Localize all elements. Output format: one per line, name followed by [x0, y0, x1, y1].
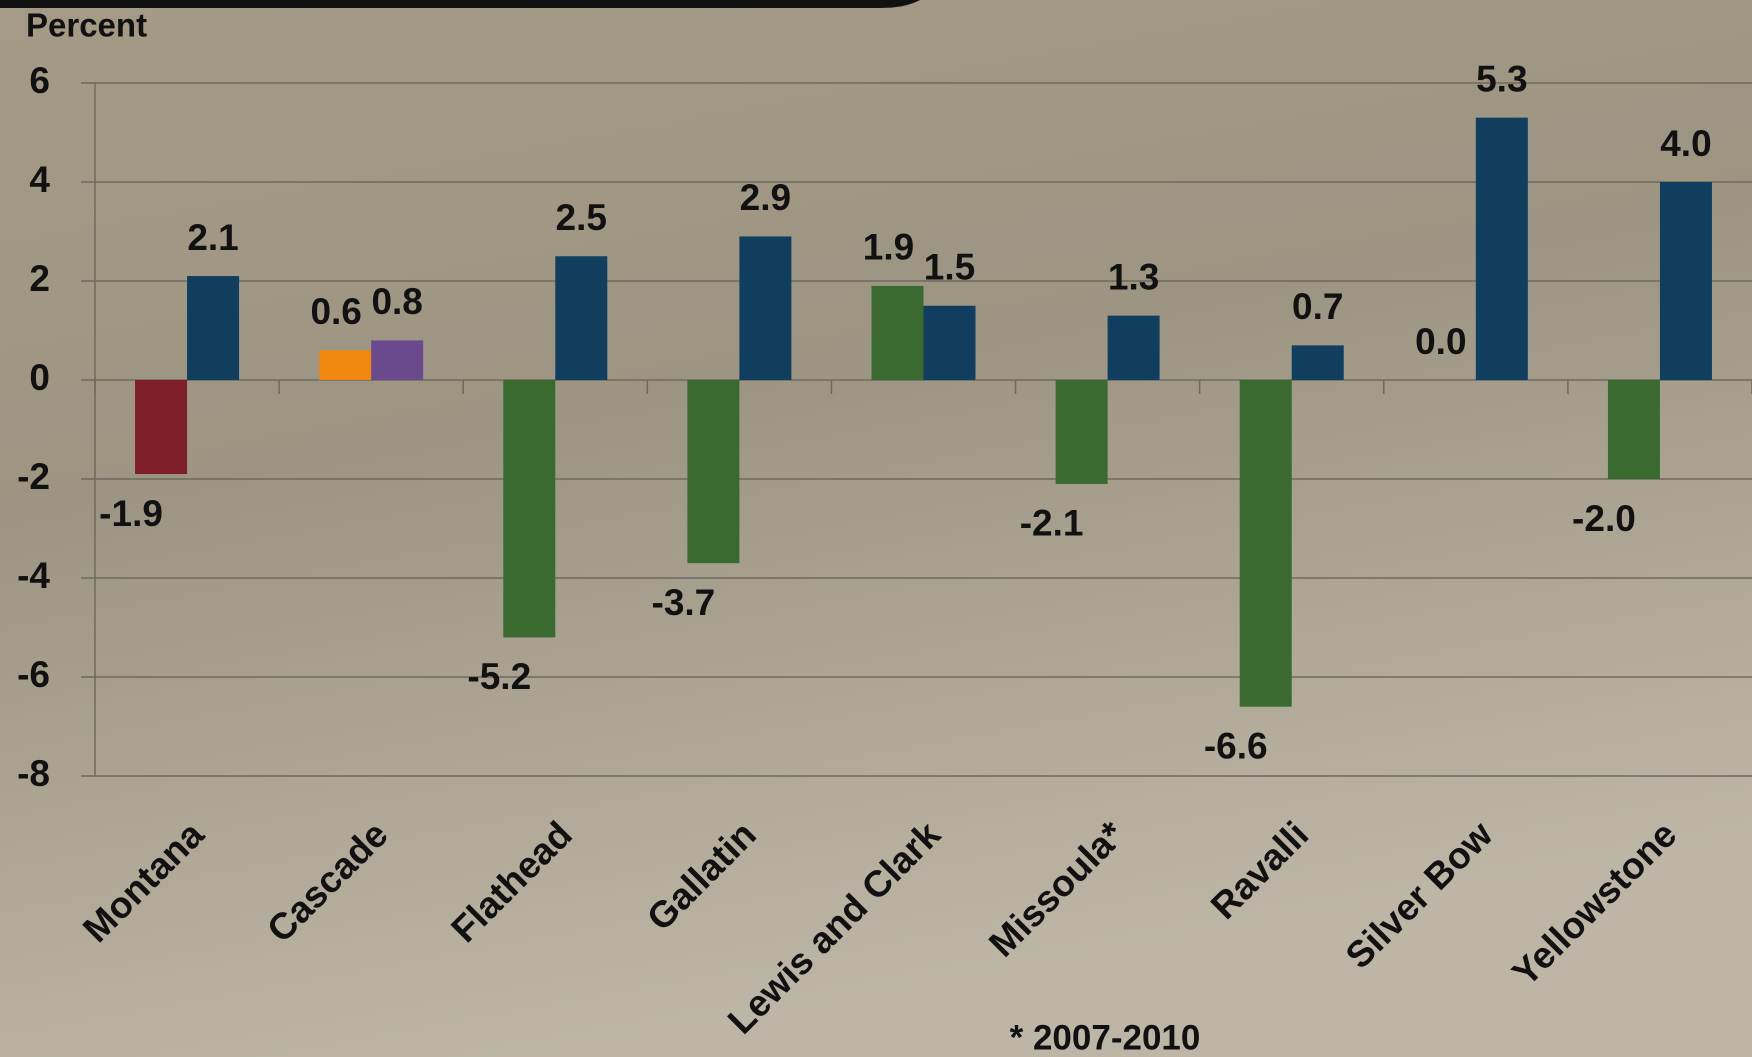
value-label: 2.1 [187, 217, 238, 258]
bar [555, 256, 608, 380]
header-strip [0, 0, 920, 8]
value-label: 0.6 [310, 291, 361, 332]
y-tick-label: -4 [17, 555, 50, 596]
value-label: -5.2 [467, 656, 531, 697]
value-label: 0.8 [371, 281, 422, 322]
value-label: -2.1 [1020, 503, 1084, 544]
bar [1291, 345, 1344, 380]
bar [1107, 315, 1160, 380]
value-label: 0.0 [1415, 321, 1466, 362]
y-tick-label: -6 [17, 654, 50, 695]
value-label: -6.6 [1204, 725, 1268, 766]
bar [739, 236, 792, 380]
bar [1475, 117, 1528, 381]
value-label: 1.9 [863, 227, 914, 268]
bar [503, 380, 556, 638]
y-tick-label: 2 [29, 258, 50, 299]
value-label: 5.3 [1476, 58, 1527, 99]
y-tick-label: -8 [17, 753, 50, 794]
value-label: -2.0 [1572, 498, 1636, 539]
value-label: 2.9 [740, 177, 791, 218]
bar [1607, 380, 1660, 479]
bar [923, 305, 976, 380]
bar [187, 276, 240, 380]
y-tick-label: 4 [29, 159, 50, 200]
value-label: -3.7 [652, 582, 716, 623]
bar [135, 380, 188, 475]
value-label: 2.5 [556, 197, 607, 238]
y-tick-label: 6 [29, 60, 50, 101]
value-label: 1.5 [924, 247, 975, 288]
bar [687, 380, 740, 564]
y-axis-label: Percent [26, 7, 147, 44]
bar [1659, 182, 1712, 380]
bar [1239, 380, 1292, 707]
y-tick-label: 0 [29, 357, 50, 398]
value-label: 1.3 [1108, 256, 1159, 297]
footnote: * 2007-2010 [1010, 1018, 1201, 1057]
value-label: -1.9 [99, 493, 163, 534]
bar [371, 340, 424, 380]
bar [319, 350, 372, 380]
value-label: 0.7 [1292, 286, 1343, 327]
bar [871, 285, 924, 380]
bar [1055, 380, 1108, 484]
y-tick-label: -2 [17, 456, 50, 497]
value-label: 4.0 [1660, 123, 1711, 164]
